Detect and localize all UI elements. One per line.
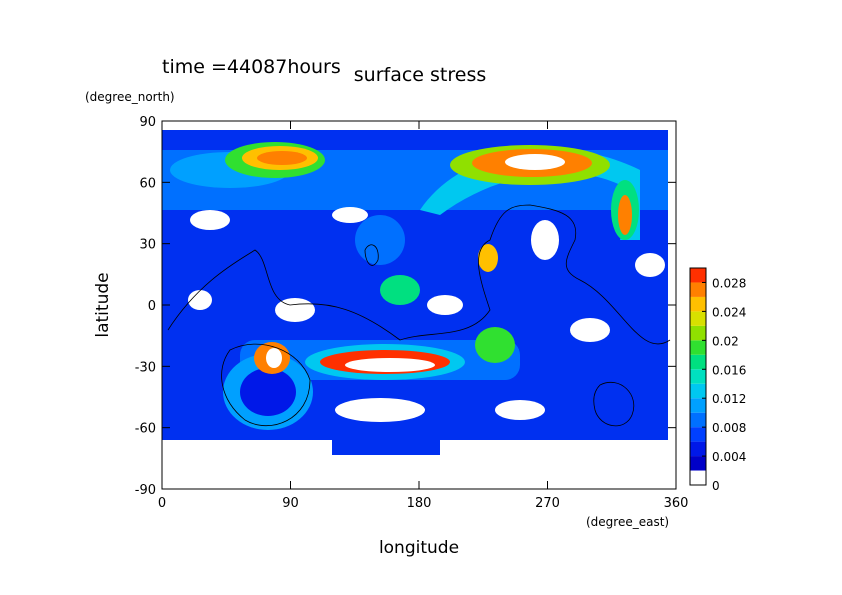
y-unit: (degree_north): [85, 90, 175, 104]
x-axis-title: longitude: [379, 538, 459, 558]
colorbar-tick-label: 0.024: [712, 305, 746, 319]
y-tick-label: 90: [139, 115, 156, 130]
colorbar-band: [690, 340, 706, 355]
colorbar-tick-label: 0: [712, 479, 720, 493]
y-tick-label: 60: [139, 176, 156, 191]
x-tick-label: 270: [535, 496, 560, 511]
subtitle: time =44087hours: [162, 56, 341, 78]
colorbar-tick-label: 0.004: [712, 450, 746, 464]
x-tick-label: 90: [282, 496, 299, 511]
colorbar-band: [690, 268, 706, 283]
colorbar-band: [690, 441, 706, 457]
y-tick-label: 0: [148, 299, 156, 314]
colorbar-band: [690, 296, 706, 312]
colorbar-band: [690, 354, 706, 370]
colorbar-frame: [689, 267, 707, 486]
colorbar-band: [690, 398, 706, 413]
x-tick-label: 360: [664, 496, 689, 511]
colorbar-band: [690, 311, 706, 326]
colorbar-band: [690, 470, 706, 485]
y-tick-label: -90: [135, 483, 156, 498]
y-tick-label: -30: [135, 360, 156, 375]
colorbar-band: [690, 369, 706, 384]
x-tick-label: 0: [158, 496, 166, 511]
colorbar-tick-label: 0.012: [712, 392, 746, 406]
colorbar-tick-label: 0.02: [712, 334, 739, 348]
colorbar-band: [690, 282, 706, 297]
colorbar-band: [690, 427, 706, 442]
y-tick-label: -60: [135, 422, 156, 437]
y-axis-title: latitude: [93, 272, 113, 337]
colorbar-tick-label: 0.008: [712, 421, 746, 435]
x-unit: (degree_east): [586, 515, 669, 529]
colorbar-band: [690, 412, 706, 428]
colorbar-band: [690, 325, 706, 341]
colorbar-tick-label: 0.016: [712, 363, 746, 377]
chart-title: surface stress: [354, 64, 487, 86]
x-tick-label: 180: [407, 496, 432, 511]
colorbar-tick-label: 0.028: [712, 276, 746, 290]
colorbar-band: [690, 456, 706, 471]
colorbar-band: [690, 383, 706, 399]
contour-field: [162, 121, 676, 489]
y-tick-label: 30: [139, 238, 156, 253]
